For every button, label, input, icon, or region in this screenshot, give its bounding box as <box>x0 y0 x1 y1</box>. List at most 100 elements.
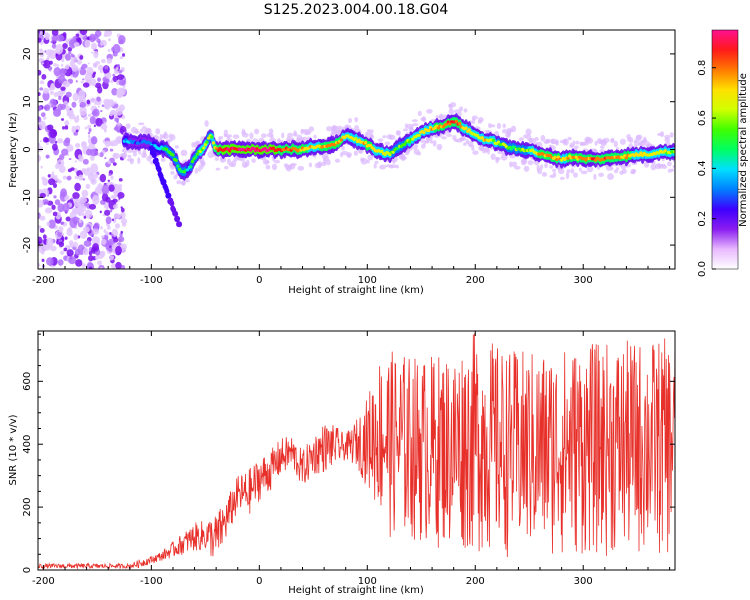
x-tick-label: -200 <box>32 576 55 587</box>
noise-speck <box>38 105 42 112</box>
noise-speck <box>82 226 90 233</box>
noise-speck <box>41 74 47 80</box>
colorbar-bar <box>711 29 739 270</box>
ridge-halo <box>633 140 641 147</box>
noise-speck <box>57 203 65 213</box>
noise-speck <box>105 231 109 236</box>
noise-speck <box>56 34 65 42</box>
noise-speck <box>74 160 78 163</box>
ridge-halo <box>525 128 532 136</box>
noise-speck <box>68 256 77 265</box>
noise-speck <box>43 104 51 111</box>
noise-speck <box>53 108 61 117</box>
noise-speck <box>48 86 52 91</box>
noise-speck <box>100 39 107 47</box>
noise-speck <box>79 55 84 60</box>
noise-speck <box>108 184 115 192</box>
noise-speck <box>40 165 43 169</box>
ridge-halo <box>341 146 345 151</box>
ridge-core <box>354 137 358 141</box>
ridge-halo <box>527 160 534 166</box>
ridge-halo <box>260 133 267 139</box>
ridge-halo <box>138 122 145 126</box>
ridge-halo <box>194 140 201 146</box>
noise-speck <box>101 104 105 108</box>
ridge-halo <box>353 150 359 156</box>
noise-speck <box>107 49 111 53</box>
ridge-core <box>202 146 206 150</box>
noise-speck <box>112 204 118 209</box>
ridge-branch <box>156 166 162 173</box>
noise-speck <box>70 53 74 58</box>
noise-speck <box>92 227 100 235</box>
noise-speck <box>78 100 82 104</box>
noise-speck <box>62 32 67 38</box>
noise-speck <box>49 90 54 95</box>
ridge-halo <box>429 139 434 144</box>
noise-speck <box>58 226 64 233</box>
ridge-halo <box>432 140 437 147</box>
noise-speck <box>60 86 66 91</box>
noise-speck <box>54 140 58 144</box>
ridge-halo <box>539 164 544 170</box>
ridge-halo <box>598 172 604 177</box>
noise-speck <box>38 243 46 254</box>
noise-speck <box>90 194 94 198</box>
noise-speck <box>90 51 94 54</box>
noise-speck <box>103 78 110 84</box>
noise-speck <box>118 70 123 74</box>
ridge-halo <box>578 167 582 172</box>
noise-speck <box>76 115 80 119</box>
ridge-core <box>228 149 232 153</box>
ridge-halo <box>554 141 558 145</box>
noise-speck <box>55 44 64 55</box>
noise-speck <box>78 68 81 71</box>
ridge-halo <box>416 151 422 156</box>
noise-speck <box>38 37 42 43</box>
noise-speck <box>115 245 122 256</box>
ridge-halo <box>287 132 294 138</box>
noise-speck <box>48 60 53 65</box>
ridge-halo <box>509 161 513 168</box>
noise-speck <box>111 139 119 147</box>
noise-speck <box>42 177 49 186</box>
snr-panel: -200 -100 0 100 200 300 0 200 400 600 Height of s… <box>8 330 676 596</box>
ridge-core <box>458 121 462 126</box>
noise-speck <box>61 126 65 130</box>
noise-speck <box>39 215 46 221</box>
noise-speck <box>108 38 111 42</box>
noise-speck <box>90 177 97 185</box>
ridge-halo <box>241 132 249 138</box>
ridge-core <box>454 119 458 124</box>
noise-speck <box>51 171 55 175</box>
snr-series-line <box>38 333 675 570</box>
colorbar: 0.0 0.2 0.4 0.6 0.8 Normalized spectral ampl… <box>697 29 749 277</box>
noise-speck <box>50 173 55 179</box>
noise-speck <box>76 37 82 42</box>
ridge-core <box>210 135 214 139</box>
ridge-branch <box>151 152 157 159</box>
noise-speck <box>51 43 57 49</box>
ridge-core <box>496 140 501 144</box>
ridge-halo <box>368 129 374 134</box>
noise-speck <box>51 35 58 42</box>
noise-speck <box>108 173 112 177</box>
noise-speck <box>38 154 41 163</box>
noise-speck <box>93 222 100 230</box>
ridge-core <box>176 164 180 168</box>
ridge-halo <box>293 130 297 136</box>
noise-speck <box>64 125 69 130</box>
x-tick-label: -100 <box>140 576 163 587</box>
noise-speck <box>95 117 103 127</box>
noise-speck <box>108 254 115 261</box>
noise-speck <box>64 53 72 61</box>
ridge-halo <box>290 162 297 167</box>
ridge-halo <box>472 150 479 155</box>
noise-speck <box>81 205 87 212</box>
noise-speck <box>122 222 127 227</box>
noise-speck <box>38 120 46 130</box>
noise-speck <box>68 113 76 120</box>
noise-speck <box>38 199 44 208</box>
noise-speck <box>104 209 111 216</box>
